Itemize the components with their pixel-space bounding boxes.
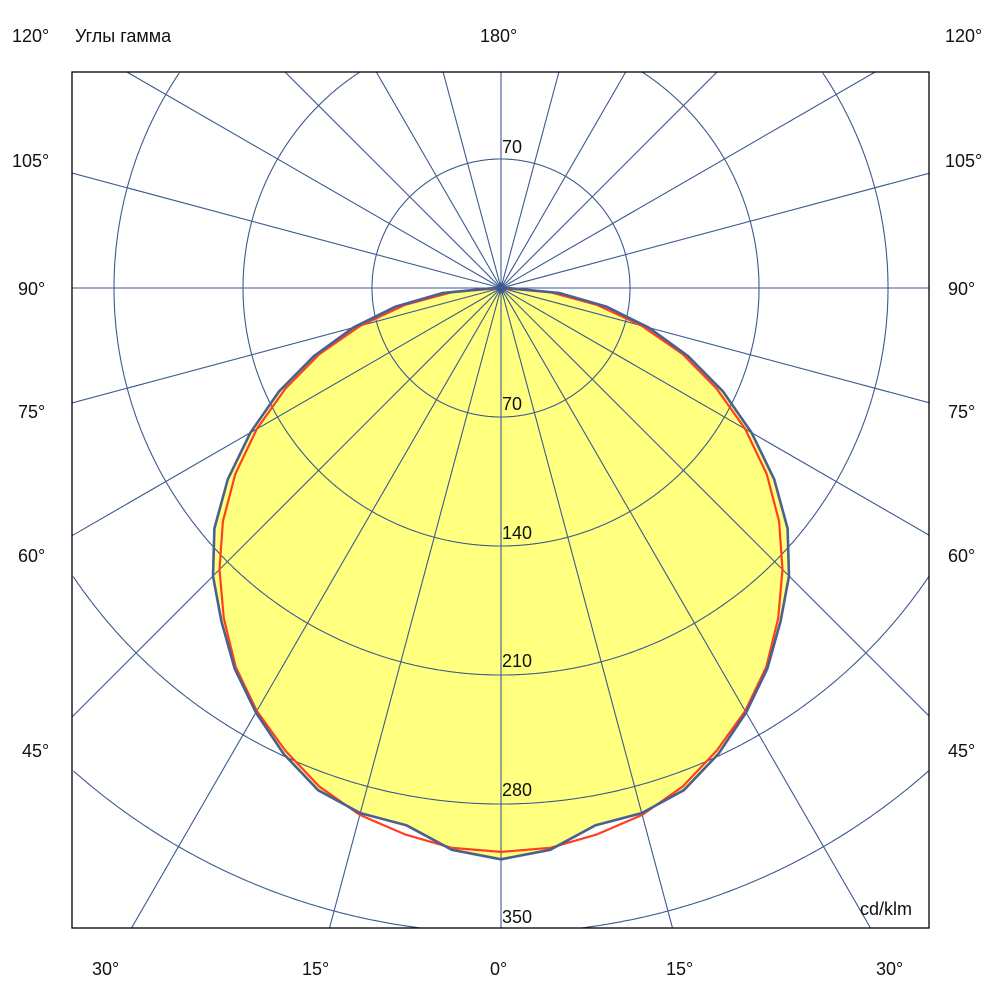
angle-label-left: 105° [12, 151, 49, 171]
angle-label-left: 60° [18, 546, 45, 566]
angle-label-right: 105° [945, 151, 982, 171]
angle-label-left: 45° [22, 741, 49, 761]
angle-spoke [500, 287, 929, 717]
radial-ring [113, 72, 889, 676]
angle-spoke [500, 172, 929, 289]
reference-curve [218, 286, 784, 853]
radial-tick-label: 210 [502, 651, 532, 671]
angle-label-top-right: 120° [945, 26, 982, 46]
angle-label-left: 90° [18, 279, 45, 299]
radial-tick-label: 280 [502, 780, 532, 800]
radial-tick-label: 70 [502, 137, 522, 157]
plot-frame [71, 71, 930, 929]
angle-label-bottom: 30° [876, 959, 903, 979]
radial-ring [72, 576, 929, 805]
angle-spoke [72, 172, 502, 289]
angle-spoke [500, 72, 876, 289]
angle-spoke [328, 287, 502, 928]
radial-ring [73, 770, 929, 928]
angle-spoke [500, 287, 871, 928]
angle-spoke [500, 287, 929, 404]
angle-spoke [284, 72, 502, 289]
measured-curve [211, 286, 791, 861]
angle-spoke [131, 287, 502, 928]
angle-spoke [442, 72, 502, 289]
angle-label-top-center: 180° [480, 26, 517, 46]
angle-spoke [126, 72, 502, 289]
polar-grid [72, 72, 929, 928]
angle-label-right: 90° [948, 279, 975, 299]
angle-label-bottom: 15° [302, 959, 329, 979]
angle-spoke [72, 287, 502, 537]
angle-label-top-left: 120° [12, 26, 49, 46]
angle-label-right: 75° [948, 402, 975, 422]
angle-spoke [500, 72, 718, 289]
angle-spoke [72, 287, 502, 718]
radial-tick-label: 70 [502, 394, 522, 414]
angle-label-right: 45° [948, 741, 975, 761]
chart-title: Углы гамма [75, 26, 172, 46]
angle-label-right: 60° [948, 546, 975, 566]
angle-spoke [500, 287, 674, 928]
unit-label: cd/klm [860, 899, 912, 919]
angle-label-left: 75° [18, 402, 45, 422]
angle-spoke [500, 72, 627, 289]
angle-spoke [375, 72, 502, 289]
radial-tick-label: 140 [502, 523, 532, 543]
radial-ring [371, 158, 631, 418]
angle-spoke [500, 72, 560, 289]
angle-label-bottom: 0° [490, 959, 507, 979]
angle-label-bottom: 15° [666, 959, 693, 979]
radial-tick-label: 350 [502, 907, 532, 927]
radial-ring [242, 72, 760, 547]
angle-spoke [72, 287, 502, 404]
angle-spoke [500, 287, 929, 536]
center-marker [495, 282, 507, 294]
angle-label-bottom: 30° [92, 959, 119, 979]
